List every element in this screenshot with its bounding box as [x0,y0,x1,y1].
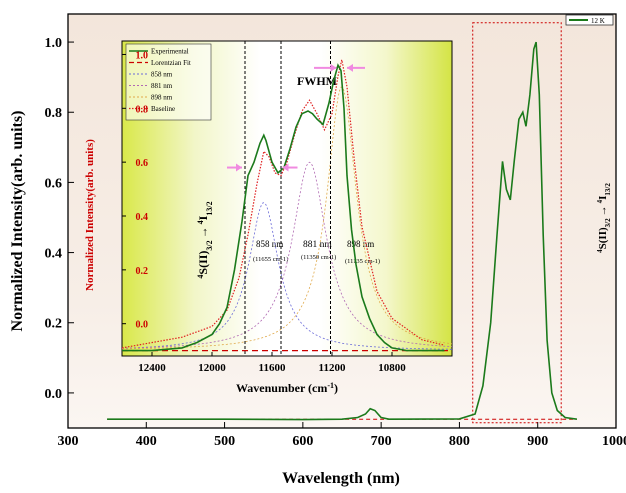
inset-y-tick-label: 0.4 [136,212,149,223]
main-x-tick-label: 400 [136,434,157,449]
main-y-tick-label: 0.4 [45,247,63,262]
main-legend-label: 12 K [591,17,605,25]
inset-x-tick-label: 11200 [319,362,346,374]
inset-x-tick-label: 10800 [378,362,406,374]
main-y-tick-label: 0.8 [45,106,63,121]
inset-x-axis-label: Wavenumber (cm-1) [236,381,338,396]
main-y-tick-label: 0.0 [45,387,63,402]
main-x-tick-label: 900 [527,434,548,449]
peak-label-881: 881 nm [303,240,332,250]
peak-label-858: 858 nm [256,239,283,249]
inset-y-tick-label: 1.0 [136,50,149,61]
inset-legend-label: Lorentzian Fit [151,59,191,67]
inset-legend-label: Experimental [151,48,189,56]
main-x-axis-label: Wavelength (nm) [282,470,400,487]
inset-y-tick-label: 0.8 [136,104,149,115]
main-y-axis-label: Normalized Intensity(arb. units) [9,111,26,332]
inset-x-tick-label: 12000 [198,362,226,374]
main-y-tick-label: 1.0 [45,36,63,51]
main-legend: 12 K [566,15,613,25]
inset-x-tick-label: 12400 [138,362,166,374]
inset-y-tick-label: 0.2 [136,266,149,277]
inset-legend-label: 858 nm [151,71,173,79]
inset-y-axis-label: Normalized Intensity(arb. units) [84,139,96,291]
main-x-tick-label: 700 [371,434,392,449]
peak-pos-858: (11655 cm-1) [253,256,288,263]
inset-y-tick-label: 0.0 [136,320,149,331]
peak-pos-898: (11135 cm-1) [345,258,380,265]
inset-x-tick-label: 11600 [259,362,286,374]
main-y-tick-label: 0.6 [45,176,63,191]
inset-legend-label: 881 nm [151,82,173,90]
main-x-tick-label: 300 [58,434,79,449]
main-x-tick-label: 600 [292,434,313,449]
inset-y-tick-label: 0.6 [136,158,149,169]
main-y-tick-label: 0.2 [45,317,63,332]
main-x-tick-label: 800 [449,434,470,449]
main-x-tick-label: 500 [214,434,235,449]
inset-legend-label: Baseline [151,105,175,113]
peak-label-898: 898 nm [347,239,374,249]
inset-legend-label: 898 nm [151,94,173,102]
